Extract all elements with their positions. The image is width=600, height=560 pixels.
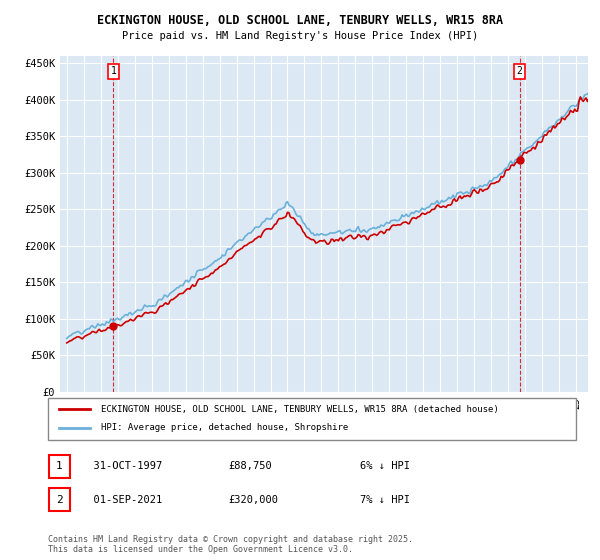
Text: 31-OCT-1997: 31-OCT-1997: [81, 461, 162, 471]
Text: 6% ↓ HPI: 6% ↓ HPI: [360, 461, 410, 471]
Text: 2: 2: [517, 66, 523, 76]
Text: Contains HM Land Registry data © Crown copyright and database right 2025.
This d: Contains HM Land Registry data © Crown c…: [48, 535, 413, 554]
Text: 1: 1: [110, 66, 116, 76]
Text: 01-SEP-2021: 01-SEP-2021: [81, 495, 162, 505]
Text: 2: 2: [56, 495, 63, 505]
Text: Price paid vs. HM Land Registry's House Price Index (HPI): Price paid vs. HM Land Registry's House …: [122, 31, 478, 41]
Text: £88,750: £88,750: [228, 461, 272, 471]
Text: 7% ↓ HPI: 7% ↓ HPI: [360, 495, 410, 505]
Text: 1: 1: [56, 461, 63, 471]
Text: £320,000: £320,000: [228, 495, 278, 505]
Text: ECKINGTON HOUSE, OLD SCHOOL LANE, TENBURY WELLS, WR15 8RA: ECKINGTON HOUSE, OLD SCHOOL LANE, TENBUR…: [97, 14, 503, 27]
Text: HPI: Average price, detached house, Shropshire: HPI: Average price, detached house, Shro…: [101, 423, 348, 432]
Text: ECKINGTON HOUSE, OLD SCHOOL LANE, TENBURY WELLS, WR15 8RA (detached house): ECKINGTON HOUSE, OLD SCHOOL LANE, TENBUR…: [101, 405, 499, 414]
